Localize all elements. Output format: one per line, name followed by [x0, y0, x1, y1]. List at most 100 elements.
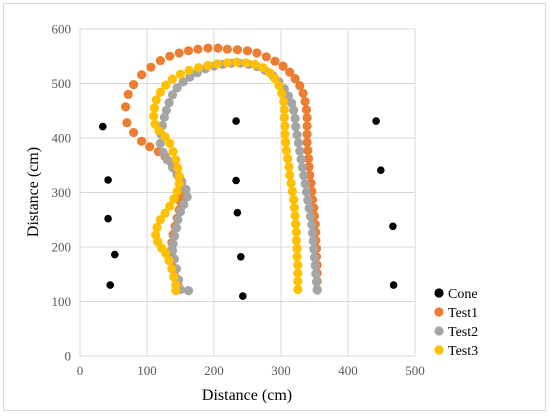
point-test2: [181, 184, 191, 194]
point-test1: [155, 56, 165, 66]
y-tick-label: 300: [52, 185, 72, 200]
point-test1: [193, 44, 203, 54]
point-test3: [151, 95, 161, 105]
point-test3: [151, 230, 161, 240]
point-cone: [237, 252, 245, 261]
point-test1: [137, 136, 147, 146]
point-test2: [309, 244, 319, 254]
point-test2: [295, 146, 305, 156]
y-tick-label: 100: [52, 294, 72, 309]
point-test3: [160, 132, 170, 142]
point-test2: [311, 277, 322, 287]
y-tick-label: 0: [65, 349, 72, 364]
y-axis-title: Distance (cm): [25, 147, 42, 237]
point-test1: [123, 89, 133, 99]
point-test3: [169, 194, 179, 204]
point-test3: [265, 68, 275, 78]
point-test2: [312, 285, 322, 295]
point-test2: [171, 223, 182, 233]
x-tick-label: 200: [204, 363, 224, 378]
point-cone: [99, 122, 107, 131]
x-axis-title: Distance (cm): [202, 387, 292, 404]
point-test3: [149, 111, 159, 121]
point-test3: [161, 80, 171, 90]
point-test1: [303, 145, 313, 156]
point-test2: [168, 239, 178, 249]
point-test1: [302, 129, 312, 139]
point-test3: [291, 219, 301, 229]
point-test3: [292, 244, 302, 254]
point-test2: [296, 154, 306, 164]
point-test2: [290, 113, 300, 123]
point-test1: [302, 137, 312, 147]
point-test1: [242, 46, 253, 56]
point-test3: [274, 81, 284, 91]
point-test3: [175, 69, 186, 79]
point-test2: [297, 162, 307, 172]
point-test3: [171, 155, 181, 165]
point-test2: [164, 98, 174, 108]
point-test3: [293, 284, 303, 295]
point-test3: [165, 201, 175, 211]
chart-frame: [3, 3, 546, 411]
point-test3: [291, 227, 301, 237]
point-cone: [106, 281, 114, 289]
point-test3: [171, 280, 181, 290]
point-test1: [302, 113, 312, 123]
point-test2: [161, 105, 171, 115]
series-test3: [149, 57, 303, 296]
point-test3: [222, 58, 232, 68]
point-test3: [291, 235, 301, 246]
point-test1: [137, 70, 147, 80]
point-test1: [301, 105, 312, 115]
point-test1: [278, 61, 288, 71]
point-test2: [304, 203, 314, 213]
point-test3: [174, 171, 184, 181]
point-test1: [174, 48, 184, 58]
point-test3: [203, 60, 213, 71]
point-test3: [167, 74, 178, 84]
point-test2: [293, 138, 303, 148]
point-cone: [389, 281, 398, 289]
point-test2: [162, 155, 172, 165]
point-cone: [239, 292, 247, 300]
point-test1: [146, 62, 156, 72]
point-test1: [303, 154, 314, 164]
gridlines: [79, 28, 416, 357]
point-test1: [165, 51, 175, 61]
y-tick-label: 600: [52, 22, 72, 37]
point-test1: [270, 56, 280, 66]
point-test3: [241, 58, 251, 68]
point-test1: [290, 74, 300, 84]
legend-marker-cone: [434, 288, 444, 298]
point-test1: [295, 81, 305, 91]
point-test2: [308, 236, 318, 246]
x-tick-label: 100: [137, 363, 157, 378]
data-points: [99, 43, 398, 300]
point-test1: [285, 67, 295, 77]
point-test3: [165, 138, 175, 148]
point-test1: [222, 44, 232, 54]
point-test2: [159, 112, 169, 122]
y-tick-label: 500: [52, 76, 72, 91]
point-test2: [172, 83, 182, 93]
point-test3: [152, 222, 162, 232]
point-test2: [311, 269, 321, 279]
point-test2: [167, 90, 178, 100]
point-test3: [286, 178, 296, 188]
point-test3: [250, 59, 260, 69]
point-cone: [104, 214, 112, 223]
point-test1: [203, 43, 213, 53]
point-test3: [280, 129, 290, 139]
point-test2: [289, 105, 299, 115]
point-test3: [149, 103, 159, 113]
point-test1: [304, 162, 314, 172]
point-test2: [178, 77, 188, 87]
point-test3: [168, 147, 178, 157]
x-tick-label: 400: [338, 363, 358, 378]
point-test3: [279, 96, 289, 107]
point-test3: [160, 208, 170, 218]
point-cone: [111, 250, 119, 259]
point-test2: [182, 192, 192, 202]
